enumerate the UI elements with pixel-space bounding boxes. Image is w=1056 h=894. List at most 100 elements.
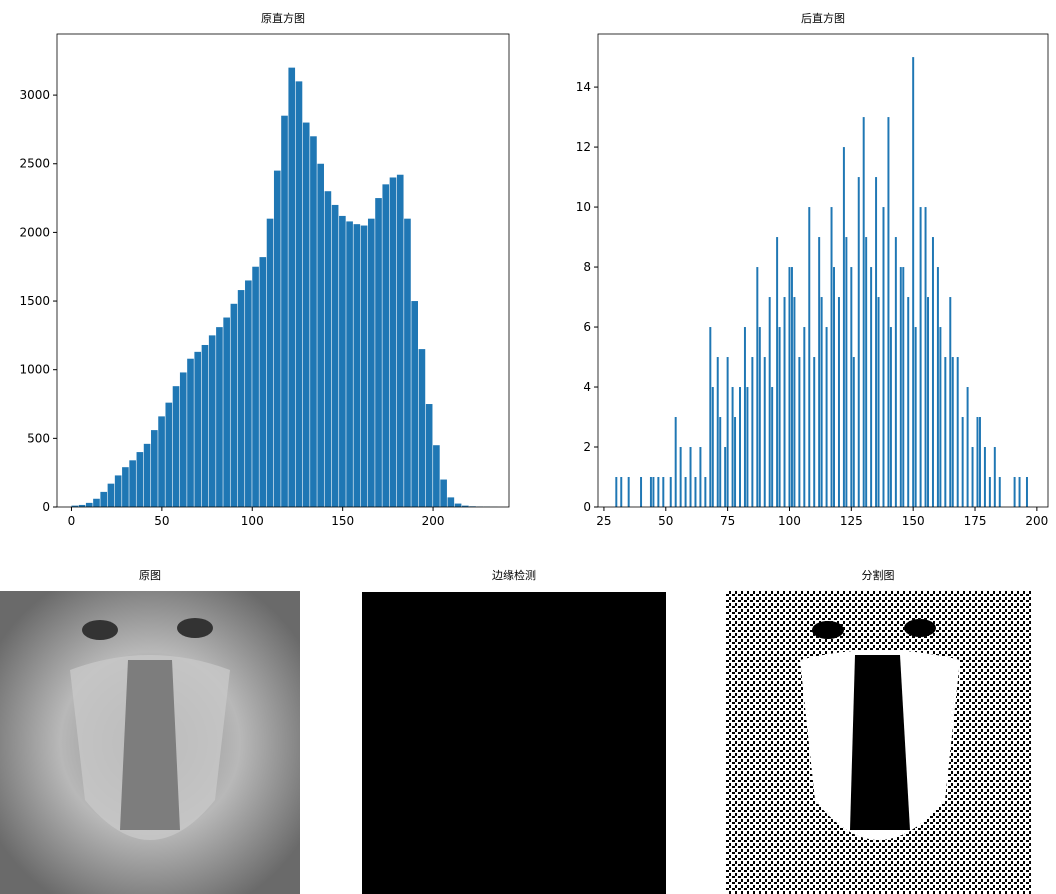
bar xyxy=(889,327,892,507)
bar xyxy=(674,417,677,507)
bar xyxy=(845,237,848,507)
bar xyxy=(887,117,890,508)
chart-title: 后直方图 xyxy=(801,11,845,25)
x-tick-label: 200 xyxy=(422,514,445,528)
y-tick-label: 2500 xyxy=(19,157,50,171)
bar xyxy=(818,237,821,507)
bar xyxy=(944,357,947,507)
bar xyxy=(230,303,238,507)
bar xyxy=(172,386,180,507)
bar xyxy=(620,477,623,507)
bar xyxy=(93,498,100,507)
bar xyxy=(389,177,397,508)
y-tick-label: 0 xyxy=(583,500,591,514)
bar xyxy=(201,344,209,507)
bar xyxy=(783,297,786,507)
bar xyxy=(1018,477,1021,507)
bar xyxy=(669,477,672,507)
bar xyxy=(136,452,144,507)
bar xyxy=(976,417,979,507)
bar xyxy=(425,404,433,507)
bar xyxy=(100,491,108,507)
bar xyxy=(790,267,793,507)
bar xyxy=(756,267,759,507)
bar xyxy=(85,502,93,507)
bar xyxy=(842,147,845,507)
axes-frame xyxy=(597,33,1049,508)
bar xyxy=(709,327,712,507)
bar xyxy=(339,215,346,507)
bar xyxy=(837,297,840,507)
bar xyxy=(699,447,702,507)
image-title: 分割图 xyxy=(862,568,895,582)
bar xyxy=(382,184,390,507)
bar xyxy=(877,297,880,507)
x-tick-label: 50 xyxy=(154,514,169,528)
bar xyxy=(143,443,151,507)
image-detail xyxy=(904,619,936,637)
bar xyxy=(850,267,853,507)
image-detail xyxy=(850,655,910,830)
bar xyxy=(158,416,165,507)
bar xyxy=(808,207,811,507)
bar xyxy=(739,387,741,507)
bar xyxy=(266,218,274,508)
bar xyxy=(927,297,930,507)
bar xyxy=(461,505,469,507)
bar xyxy=(776,237,779,507)
bar xyxy=(870,267,873,507)
bar xyxy=(857,177,860,507)
bar xyxy=(216,327,223,507)
x-tick-label: 150 xyxy=(902,514,925,528)
bar xyxy=(798,357,801,507)
bar xyxy=(310,136,317,507)
bar xyxy=(907,297,910,507)
y-tick-label: 0 xyxy=(42,500,50,514)
bar xyxy=(122,467,129,507)
y-tick-label: 12 xyxy=(576,140,591,154)
bar xyxy=(447,497,455,507)
bar xyxy=(939,327,942,507)
bar xyxy=(949,297,952,507)
bar xyxy=(288,67,296,507)
bar xyxy=(151,430,158,507)
bar xyxy=(662,477,665,507)
bar xyxy=(179,372,187,507)
bar xyxy=(951,357,954,507)
bar xyxy=(331,204,339,508)
bar xyxy=(367,218,375,508)
bar xyxy=(966,387,969,507)
y-tick-label: 1000 xyxy=(19,363,50,377)
bar xyxy=(418,349,426,507)
bar xyxy=(114,475,122,507)
image-title: 边缘检测 xyxy=(492,568,536,582)
edge-image xyxy=(362,592,666,894)
bar xyxy=(679,447,682,507)
bar xyxy=(454,503,462,507)
image-detail xyxy=(177,618,213,638)
bar xyxy=(107,483,115,507)
bar xyxy=(882,207,885,507)
x-tick-label: 75 xyxy=(720,514,735,528)
bar xyxy=(627,477,630,507)
bar xyxy=(788,267,791,507)
bar xyxy=(187,358,194,507)
bar xyxy=(961,417,964,507)
bar xyxy=(724,447,727,507)
x-tick-label: 125 xyxy=(840,514,863,528)
bar xyxy=(803,327,806,507)
bar xyxy=(931,237,934,507)
bar xyxy=(726,357,729,507)
bar xyxy=(919,207,922,507)
image-detail xyxy=(120,660,180,830)
bar xyxy=(694,477,697,507)
bar xyxy=(751,357,754,507)
bar xyxy=(440,479,447,507)
x-tick-label: 100 xyxy=(241,514,264,528)
bar xyxy=(317,163,324,508)
image-detail xyxy=(82,620,118,640)
bar xyxy=(825,327,828,507)
y-tick-label: 2000 xyxy=(19,225,50,239)
bar xyxy=(353,224,361,507)
